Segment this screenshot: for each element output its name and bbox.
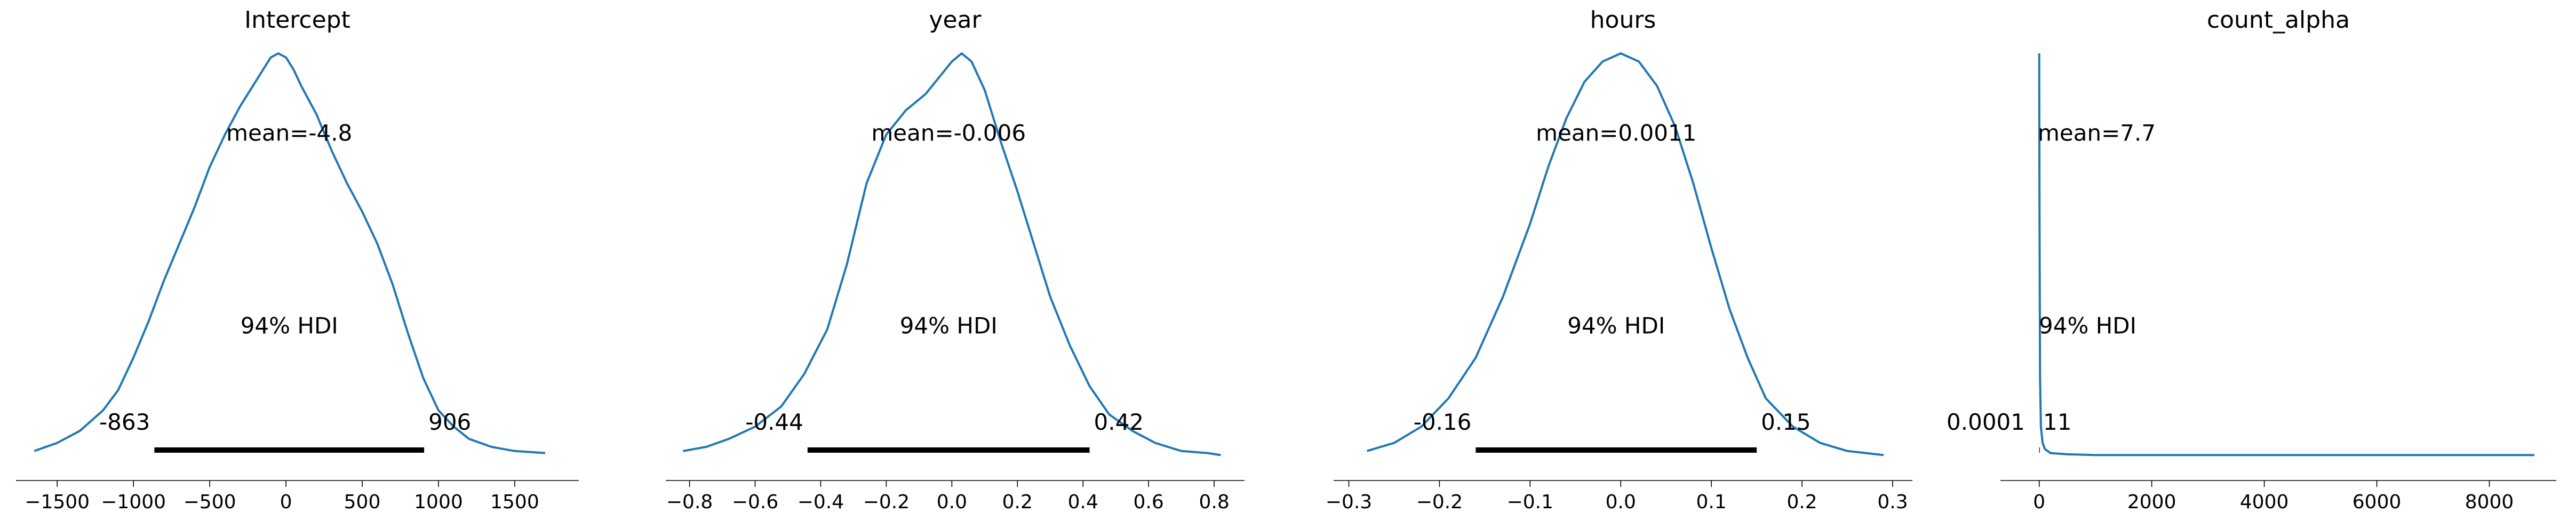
x-tick-label: 0.2 (1787, 491, 1817, 513)
density-curve (2038, 53, 2534, 456)
hdi-low-label: -0.16 (1414, 409, 1472, 435)
x-tick-label: −1000 (101, 491, 166, 513)
mean-label: mean=0.0011 (1536, 120, 1696, 146)
hdi-low-label: 0.0001 (1947, 409, 2025, 435)
x-tick-label: 0.0 (937, 491, 967, 513)
subplot-3: hours mean=0.0011 94% HDI -0.16 0.15 −0.3 −0.2… (1326, 6, 1912, 513)
x-tick-label: 500 (344, 491, 381, 513)
x-tick-label: 0.1 (1696, 491, 1727, 513)
hdi-label: 94% HDI (2039, 312, 2136, 338)
x-tick-label: −0.4 (797, 491, 844, 513)
x-tick-label: 0.3 (1877, 491, 1908, 513)
hdi-label: 94% HDI (241, 312, 338, 338)
x-tick-label: 1500 (490, 491, 539, 513)
hdi-label: 94% HDI (900, 312, 998, 338)
mean-label: mean=-4.8 (226, 120, 352, 146)
x-tick-label: −1500 (25, 491, 90, 513)
x-tick-label: 0.8 (1199, 491, 1229, 513)
x-tick-label: 8000 (2465, 491, 2514, 513)
x-tick-label: 0.2 (1002, 491, 1033, 513)
hdi-high-label: 906 (428, 409, 471, 435)
hdi-low-label: -863 (99, 409, 150, 435)
density-curve (682, 52, 1221, 456)
hdi-high-label: 0.15 (1761, 409, 1811, 435)
x-tick-label: −0.8 (666, 491, 713, 513)
subplot-4: count_alpha mean=7.7 94% HDI 0.0001 11 0 2000 4… (1947, 6, 2556, 513)
subplot-title: year (929, 6, 982, 34)
x-tick-label: −0.3 (1326, 491, 1372, 513)
x-tick-label: 0 (280, 491, 292, 513)
subplot-1: Intercept mean=-4.8 94% HDI -863 906 −1500 −10… (16, 6, 579, 513)
x-tick-label: 0.0 (1606, 491, 1636, 513)
x-tick-label: 0.4 (1068, 491, 1098, 513)
density-curve (1366, 52, 1884, 456)
density-curve (34, 52, 546, 454)
x-tick-label: −0.6 (732, 491, 778, 513)
x-tick-label: −500 (184, 491, 236, 513)
mean-label: mean=7.7 (2038, 120, 2156, 146)
x-tick-label: 0.6 (1134, 491, 1164, 513)
x-tick-label: −0.2 (1416, 491, 1463, 513)
hdi-high-label: 0.42 (1094, 409, 1144, 435)
hdi-low-label: -0.44 (745, 409, 803, 435)
hdi-label: 94% HDI (1567, 312, 1665, 338)
hdi-high-label: 11 (2043, 409, 2071, 435)
subplot-title: hours (1590, 6, 1656, 34)
x-tick-label: −0.2 (863, 491, 910, 513)
x-tick-label: 6000 (2352, 491, 2402, 513)
x-tick-label: 2000 (2127, 491, 2176, 513)
x-tick-label: 4000 (2240, 491, 2289, 513)
mean-label: mean=-0.006 (871, 120, 1026, 146)
subplot-title: count_alpha (2207, 6, 2350, 34)
subplot-title: Intercept (244, 6, 350, 34)
x-tick-label: −0.1 (1507, 491, 1553, 513)
x-tick-label: 1000 (414, 491, 463, 513)
x-tick-label: 0 (2033, 491, 2045, 513)
